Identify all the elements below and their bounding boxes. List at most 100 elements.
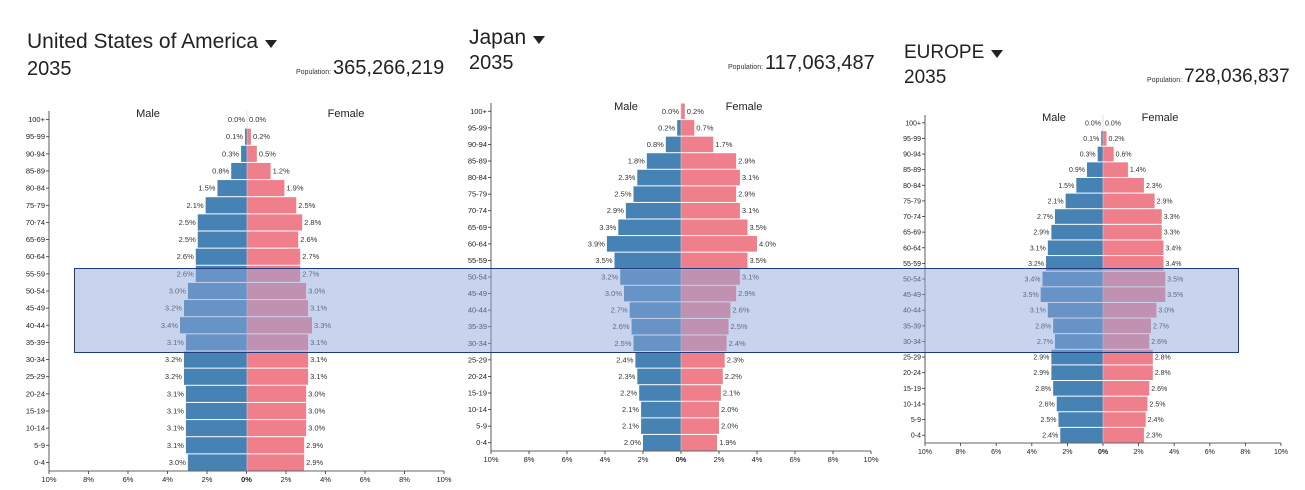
age-group-label: 50-54 (468, 273, 487, 282)
x-tick-label: 8% (83, 475, 94, 484)
male-value-label: 2.5% (179, 235, 196, 244)
male-value-label: 2.1% (187, 201, 204, 210)
male-value-label: 3.0% (169, 458, 186, 467)
x-tick-label: 8% (956, 449, 966, 456)
male-value-label: 0.8% (647, 140, 664, 149)
age-range-brush[interactable] (74, 268, 1239, 353)
female-heading: Female (1142, 112, 1179, 124)
country-selector[interactable]: EUROPE (904, 42, 1004, 64)
age-group-label: 85-89 (903, 167, 921, 174)
age-group-label: 75-79 (903, 198, 921, 205)
female-value-label: 2.7% (1153, 323, 1169, 330)
age-group-label: 10-14 (26, 424, 45, 433)
caret-down-icon[interactable] (265, 39, 278, 48)
male-value-label: 2.7% (1037, 214, 1053, 221)
female-bar (681, 318, 729, 335)
x-tick-label: 2% (1062, 449, 1072, 456)
x-tick-label: 10% (918, 449, 932, 456)
male-value-label: 2.3% (618, 372, 635, 381)
age-group-label: 0-4 (34, 458, 45, 467)
male-value-label: 2.6% (1039, 401, 1055, 408)
age-group-label: 55-59 (26, 269, 45, 278)
x-tick-label: 4% (752, 455, 763, 464)
population-readout: Population: 365,266,219 (296, 57, 444, 80)
male-value-label: 2.8% (1035, 323, 1051, 330)
female-value-label: 3.1% (310, 304, 327, 313)
age-group-label: 75-79 (468, 190, 487, 199)
female-bar (247, 437, 305, 454)
female-value-label: 2.6% (1151, 339, 1167, 346)
x-tick-label: 8% (524, 455, 535, 464)
male-value-label: 3.9% (588, 239, 605, 248)
age-group-label: 85-89 (26, 167, 45, 176)
male-value-label: 3.0% (169, 287, 186, 296)
male-bar (1060, 427, 1103, 443)
male-value-label: 3.1% (167, 338, 184, 347)
female-value-label: 3.0% (308, 287, 325, 296)
caret-down-icon[interactable] (533, 35, 546, 44)
male-bar (185, 420, 247, 437)
age-group-label: 70-74 (903, 214, 921, 221)
female-value-label: 2.5% (298, 201, 315, 210)
female-bar (247, 282, 307, 300)
male-value-label: 0.0% (228, 115, 245, 124)
female-value-label: 3.3% (1164, 230, 1180, 237)
age-group-label: 10-14 (903, 401, 921, 408)
age-group-label: 100+ (905, 120, 921, 127)
male-bar (195, 265, 247, 282)
female-value-label: 2.6% (732, 306, 749, 315)
male-value-label: 3.5% (595, 256, 612, 265)
male-value-label: 2.4% (616, 355, 633, 364)
male-value-label: 3.1% (167, 389, 184, 398)
male-bar (1051, 224, 1103, 240)
male-bar (241, 145, 247, 162)
female-value-label: 3.3% (1164, 214, 1180, 221)
male-bar (1097, 146, 1103, 162)
x-tick-label: 10% (863, 455, 878, 464)
female-bar (1103, 162, 1128, 177)
country-selector[interactable]: Japan (469, 26, 546, 50)
x-tick-label: 0% (676, 455, 687, 464)
population-readout: Population: 117,063,487 (728, 52, 875, 75)
x-tick-label: 2% (281, 475, 292, 484)
x-tick-label: 6% (562, 455, 573, 464)
female-bar (681, 120, 695, 136)
female-bar (681, 401, 719, 418)
age-group-label: 25-29 (903, 355, 921, 362)
male-bar (1047, 240, 1103, 256)
female-bar (681, 153, 737, 169)
female-bar (681, 202, 740, 219)
female-bar (247, 300, 309, 317)
male-value-label: 2.1% (622, 422, 639, 431)
female-value-label: 2.0% (721, 422, 738, 431)
male-value-label: 2.1% (1048, 198, 1064, 205)
age-group-label: 55-59 (903, 261, 921, 268)
x-tick-label: 4% (320, 475, 331, 484)
female-value-label: 2.4% (1148, 417, 1164, 424)
male-value-label: 2.7% (1037, 339, 1053, 346)
age-group-label: 25-29 (26, 372, 45, 381)
male-bar (614, 252, 681, 269)
male-value-label: 2.2% (620, 389, 637, 398)
male-value-label: 3.5% (1023, 292, 1039, 299)
male-bar (1040, 287, 1103, 302)
female-bar (1103, 209, 1162, 224)
female-value-label: 3.1% (742, 273, 759, 282)
age-group-label: 15-19 (26, 407, 45, 416)
age-group-label: 5-9 (34, 441, 45, 450)
female-bar (1103, 318, 1152, 334)
x-tick-label: 10% (41, 475, 56, 484)
female-value-label: 2.6% (300, 235, 317, 244)
female-value-label: 0.0% (1105, 120, 1121, 127)
male-bar (1053, 318, 1103, 334)
male-bar (618, 219, 681, 236)
age-group-label: 30-34 (468, 339, 487, 348)
male-value-label: 2.3% (618, 173, 635, 182)
age-group-label: 5-9 (476, 422, 487, 431)
caret-down-icon[interactable] (991, 49, 1004, 58)
country-selector[interactable]: United States of America (27, 30, 278, 54)
male-bar (677, 120, 681, 136)
male-bar (1051, 349, 1103, 365)
